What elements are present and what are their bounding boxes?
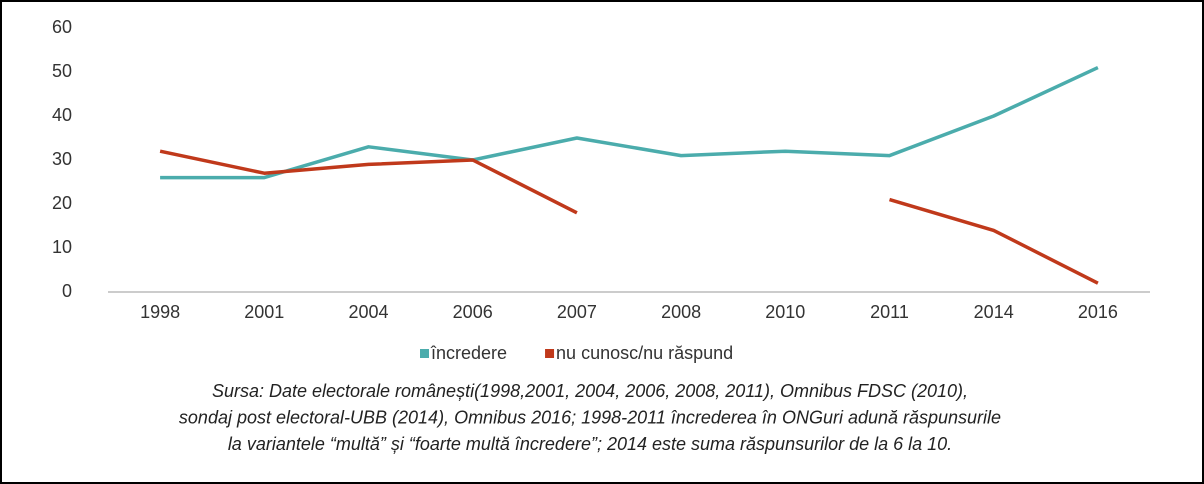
y-tick-label: 20 — [52, 193, 72, 213]
x-tick-label: 2011 — [870, 302, 909, 322]
caption-line: la variantele “multă” și “foarte multă î… — [228, 434, 952, 454]
line-series — [160, 66, 1099, 180]
y-tick-label: 50 — [52, 61, 72, 81]
y-tick-label: 40 — [52, 105, 72, 125]
x-tick-label: 1998 — [140, 302, 180, 322]
x-tick-label: 2010 — [765, 302, 805, 322]
y-tick-label: 30 — [52, 149, 72, 169]
caption-line: sondaj post electoral-UBB (2014), Omnibu… — [179, 407, 1001, 427]
x-tick-label: 2016 — [1078, 302, 1118, 322]
x-tick-label: 2007 — [557, 302, 597, 322]
y-tick-label: 0 — [62, 281, 72, 301]
y-tick-label: 60 — [52, 17, 72, 37]
x-tick-label: 2004 — [348, 302, 388, 322]
legend-swatch — [420, 349, 429, 358]
legend-swatch — [545, 349, 555, 358]
legend-label: încredere — [430, 343, 507, 363]
y-tick-label: 10 — [52, 237, 72, 257]
legend-label: nu cunosc/nu răspund — [556, 343, 733, 363]
caption-line: Sursa: Date electorale românești(1998,20… — [212, 381, 968, 401]
x-tick-label: 2006 — [453, 302, 493, 322]
x-tick-label: 2008 — [661, 302, 701, 322]
x-tick-label: 2001 — [244, 302, 284, 322]
x-tick-label: 2014 — [974, 302, 1014, 322]
line-series — [159, 149, 1099, 285]
